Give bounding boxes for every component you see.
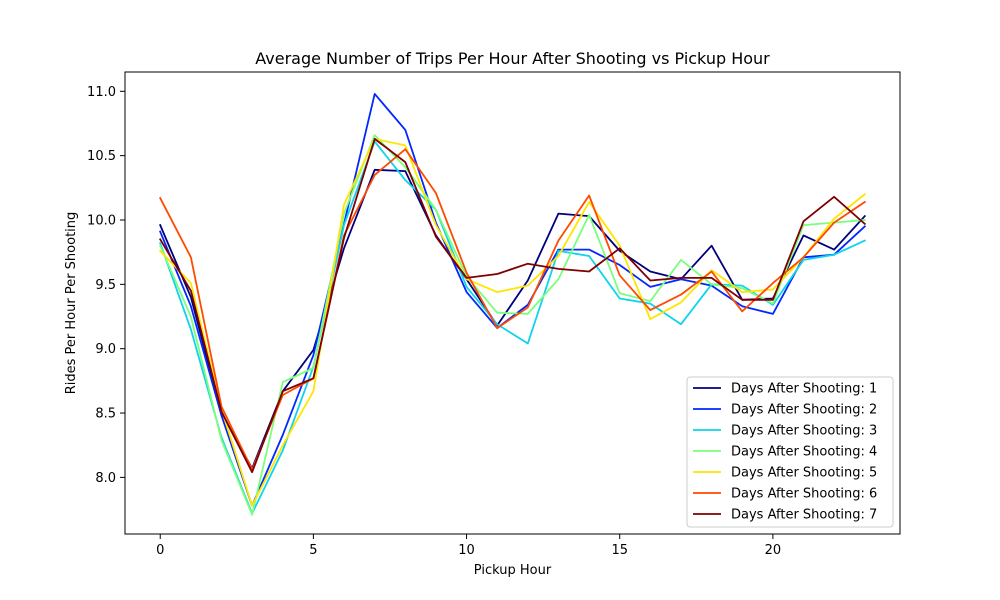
legend-label-5: Days After Shooting: 5	[731, 466, 877, 481]
legend: Days After Shooting: 1 Days After Shootin…	[686, 376, 894, 528]
x-axis-label: Pickup Hour	[474, 563, 552, 578]
y-tick-label: 11.0	[87, 85, 116, 100]
series-lines	[158, 93, 867, 516]
series-line-7	[158, 137, 867, 474]
y-tick-label: 9.5	[95, 278, 116, 293]
y-tick-label: 10.5	[87, 149, 116, 164]
x-tick-label: 0	[156, 543, 164, 558]
chart-title: Average Number of Trips Per Hour After S…	[255, 49, 770, 68]
y-tick-label: 8.0	[95, 471, 116, 486]
series-line-5	[158, 137, 867, 507]
y-tick-label: 8.5	[95, 407, 116, 422]
y-tick-label: 10.0	[87, 213, 116, 228]
legend-label-2: Days After Shooting: 2	[731, 403, 877, 418]
series-line-6	[158, 148, 867, 471]
legend-box	[686, 376, 894, 528]
x-tick-label: 15	[611, 543, 628, 558]
plot-area-frame	[124, 71, 901, 535]
legend-label-3: Days After Shooting: 3	[731, 424, 877, 439]
legend-label-7: Days After Shooting: 7	[731, 508, 877, 523]
x-tick-label: 5	[309, 543, 317, 558]
y-axis-label: Rides Per Hour Per Shooting	[64, 212, 79, 395]
legend-label-4: Days After Shooting: 4	[731, 445, 877, 460]
axis-ticks: 0 5 10 15 20 8.0 8.5 9.0 9.5 10.0 10.5 11.0	[87, 85, 781, 558]
y-tick-label: 9.0	[95, 342, 116, 357]
x-tick-label: 10	[458, 543, 475, 558]
x-tick-label: 20	[765, 543, 782, 558]
legend-label-6: Days After Shooting: 6	[731, 487, 877, 502]
series-line-3	[159, 140, 866, 515]
legend-label-1: Days After Shooting: 1	[731, 382, 877, 397]
